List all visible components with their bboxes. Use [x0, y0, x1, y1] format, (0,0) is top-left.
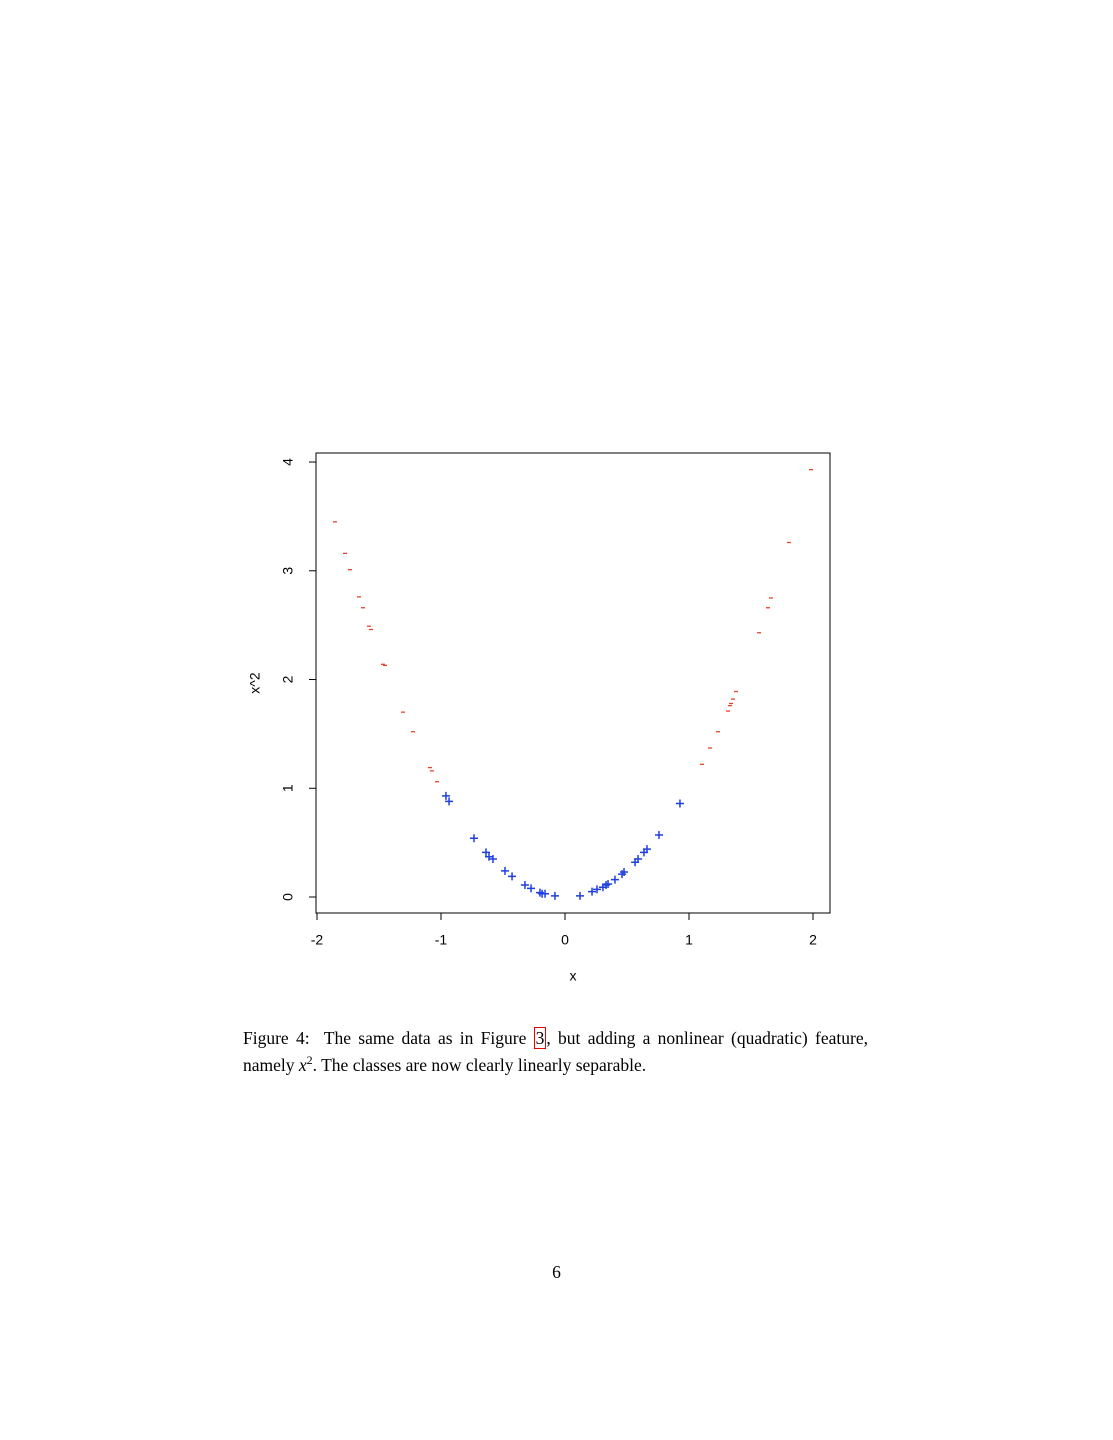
x-tick-label: -2 — [311, 932, 324, 948]
y-tick-label: 3 — [280, 567, 296, 575]
plus-point — [675, 799, 684, 808]
plus-point — [604, 879, 613, 888]
plus-point — [508, 872, 517, 881]
plus-point — [576, 891, 585, 900]
figure-caption: Figure 4: The same data as in Figure 3, … — [243, 1027, 868, 1076]
caption-text: The same data as in Figure — [323, 1028, 527, 1048]
plot-frame — [315, 452, 831, 914]
plus-point — [592, 885, 601, 894]
plus-point — [469, 834, 478, 843]
y-tick-label: 1 — [280, 784, 296, 792]
math-exponent: 2 — [306, 1053, 313, 1067]
plus-point — [482, 848, 491, 857]
math-base: x — [298, 1054, 307, 1075]
plus-point — [500, 866, 509, 875]
plus-point — [520, 881, 529, 890]
y-axis-label: x^2 — [247, 672, 263, 694]
plus-point — [488, 854, 497, 863]
x-axis-label: x — [570, 968, 577, 984]
plus-point — [527, 884, 536, 893]
x-tick-label: 2 — [809, 932, 817, 948]
plus-point — [441, 791, 450, 800]
scatter-plot: x x^2 -2 -1 0 1 2 0 1 2 3 4 — [247, 452, 831, 984]
y-tick-label: 2 — [280, 675, 296, 683]
plus-point — [610, 875, 619, 884]
plus-point — [620, 868, 629, 877]
caption-text: , but adding a nonlinear (quadratic) fea… — [243, 1028, 868, 1075]
plus-point — [588, 887, 597, 896]
plus-point — [634, 854, 643, 863]
plus-point — [654, 831, 663, 840]
x-tick-label: 1 — [685, 932, 693, 948]
x-tick-label: 0 — [561, 932, 569, 948]
plus-point — [445, 797, 454, 806]
caption-text: . The classes are now clearly linearly s… — [312, 1054, 647, 1075]
figure-reference[interactable]: 3 — [533, 1027, 547, 1049]
y-tick-label: 4 — [280, 458, 296, 466]
plus-point — [550, 891, 559, 900]
plus-point — [642, 845, 651, 854]
x-tick-label: -1 — [435, 932, 448, 948]
caption-label: Figure 4: — [243, 1028, 310, 1048]
page-number: 6 — [552, 1262, 561, 1282]
plus-point — [541, 889, 550, 898]
y-tick-label: 0 — [280, 893, 296, 901]
